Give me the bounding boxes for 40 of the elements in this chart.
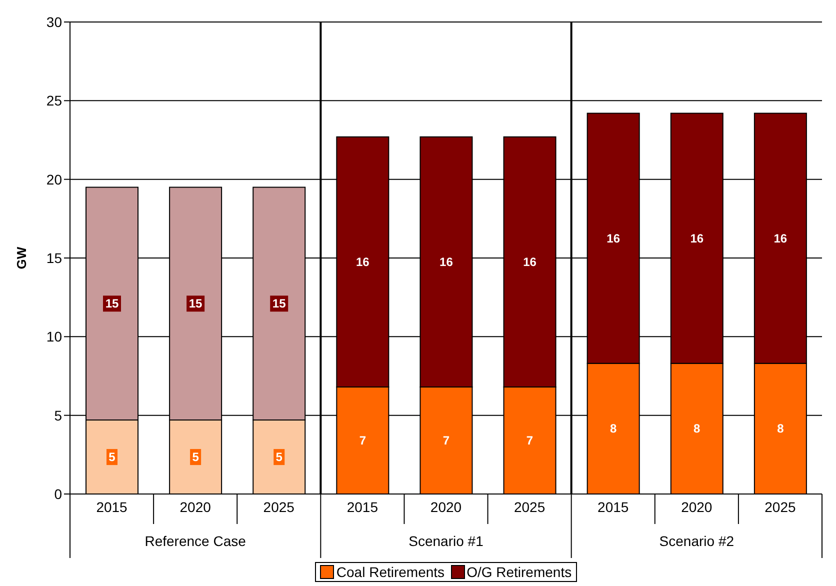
y-tick-label: 5 <box>54 407 62 424</box>
x-tick-label: 2020 <box>681 498 712 515</box>
x-tick-label: 2025 <box>764 498 796 515</box>
x-tick-label: 2015 <box>96 498 128 515</box>
data-label: 15 <box>105 296 119 311</box>
y-tick-label: 0 <box>54 486 62 502</box>
x-tick-label: 2025 <box>514 498 546 515</box>
data-label: 16 <box>356 254 370 269</box>
y-tick-label: 30 <box>46 14 62 30</box>
data-label: 16 <box>606 231 620 246</box>
x-tick-label: 2015 <box>346 498 378 515</box>
data-label: 5 <box>192 450 200 464</box>
data-label: 7 <box>359 434 366 448</box>
x-tick-label: 2025 <box>263 498 295 515</box>
data-label: 7 <box>526 434 534 448</box>
x-tick-label: 2020 <box>430 498 462 515</box>
x-tick-label: 2020 <box>180 498 212 515</box>
y-tick-label: 10 <box>46 328 62 345</box>
y-axis-title: GW <box>14 246 30 270</box>
x-tick-label: 2015 <box>598 498 629 515</box>
data-label: 15 <box>272 296 286 311</box>
data-label: 16 <box>774 231 788 246</box>
data-label: 5 <box>276 450 283 464</box>
text: Scenario #1 <box>408 533 484 549</box>
legend-label: O/G Retirements <box>466 564 572 580</box>
data-label: 8 <box>694 422 701 436</box>
legend-label: Coal Retirements <box>335 564 445 580</box>
data-label: 8 <box>777 422 784 436</box>
data-label: 8 <box>610 422 617 436</box>
data-label: 5 <box>108 450 116 464</box>
y-tick-label: 15 <box>46 250 62 266</box>
y-tick-label: 20 <box>46 171 62 188</box>
text: Scenario #2 <box>659 533 734 549</box>
data-label: 16 <box>690 231 704 246</box>
data-label: 16 <box>440 254 454 269</box>
data-label: 16 <box>523 254 537 269</box>
data-label: 7 <box>442 434 450 448</box>
text: Reference Case <box>144 533 246 549</box>
data-label: 15 <box>188 296 203 311</box>
y-tick-label: 25 <box>46 92 62 109</box>
